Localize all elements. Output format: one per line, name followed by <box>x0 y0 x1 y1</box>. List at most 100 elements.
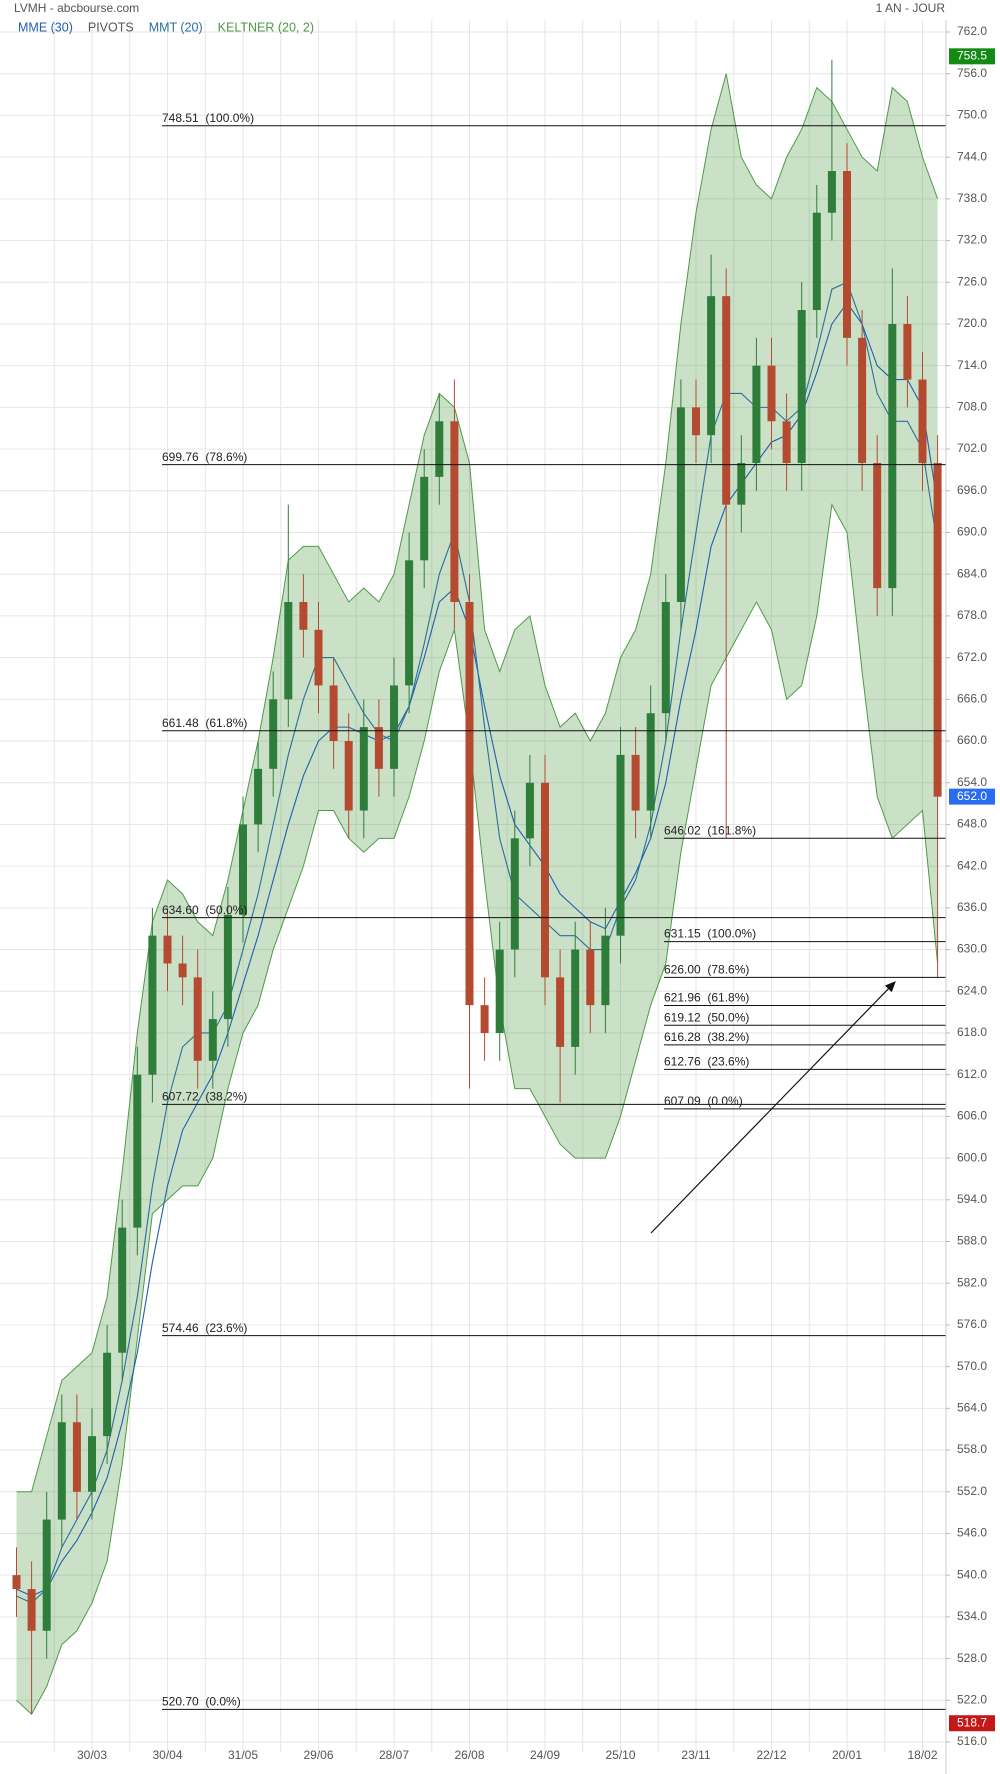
x-tick-label: 25/10 <box>605 1748 635 1762</box>
candle-body <box>42 1519 51 1631</box>
candle-body <box>933 462 942 797</box>
y-tick-label: 600.0 <box>957 1150 987 1164</box>
candle-body <box>450 421 459 602</box>
x-tick-label: 18/02 <box>907 1748 937 1762</box>
price-tag-label: 758.5 <box>957 49 987 63</box>
x-tick-label: 31/05 <box>228 1748 258 1762</box>
candle-body <box>480 1005 489 1033</box>
fib-label: 661.48 (61.8%) <box>162 716 247 730</box>
candle-body <box>631 754 640 811</box>
candle-body <box>420 476 429 561</box>
fib-label: 646.02 (161.8%) <box>664 823 756 837</box>
candle-body <box>254 768 263 825</box>
x-tick-label: 23/11 <box>681 1748 710 1762</box>
y-tick-label: 576.0 <box>957 1317 987 1331</box>
y-tick-label: 618.0 <box>957 1025 987 1039</box>
y-tick-label: 570.0 <box>957 1359 987 1373</box>
y-tick-label: 696.0 <box>957 483 987 497</box>
candle-body <box>586 949 595 1006</box>
y-tick-label: 684.0 <box>957 566 987 580</box>
candle-body <box>72 1422 81 1492</box>
candle-body <box>208 1019 217 1061</box>
candle-body <box>269 699 278 769</box>
candle-body <box>193 977 202 1061</box>
x-tick-label: 28/07 <box>379 1748 409 1762</box>
y-tick-label: 642.0 <box>957 858 987 872</box>
candle-body <box>148 935 157 1075</box>
fib-label: 607.09 (0.0%) <box>664 1094 743 1108</box>
y-tick-label: 648.0 <box>957 817 987 831</box>
fib-label: 607.72 (38.2%) <box>162 1090 247 1104</box>
y-tick-label: 552.0 <box>957 1484 987 1498</box>
fib-label: 619.12 (50.0%) <box>664 1010 749 1024</box>
candle-body <box>314 629 323 686</box>
legend-item: MME (30) <box>18 20 73 34</box>
annotation-arrow <box>650 981 896 1234</box>
chart-title: LVMH - abcbourse.com <box>14 1 139 15</box>
y-tick-label: 708.0 <box>957 400 987 414</box>
candle-body <box>692 407 700 436</box>
candle-body <box>27 1589 36 1631</box>
price-tag-label: 518.7 <box>957 1715 987 1729</box>
candle-body <box>722 296 731 505</box>
candle-body <box>767 365 776 422</box>
x-tick-label: 29/06 <box>303 1748 333 1762</box>
candle-body <box>903 323 912 380</box>
y-tick-label: 738.0 <box>957 191 987 205</box>
legend-item: MMT (20) <box>149 20 203 34</box>
candle-body <box>707 296 716 436</box>
fib-label: 616.28 (38.2%) <box>664 1030 749 1044</box>
y-tick-label: 534.0 <box>957 1609 987 1623</box>
candle-body <box>57 1422 66 1520</box>
y-tick-label: 756.0 <box>957 66 987 80</box>
candle-body <box>812 212 821 311</box>
keltner-upper <box>16 73 939 1493</box>
y-tick-label: 540.0 <box>957 1567 987 1581</box>
candle-body <box>782 421 791 463</box>
candle-body <box>299 602 308 630</box>
candle-body <box>843 171 851 338</box>
candle-body <box>676 407 685 602</box>
keltner-fill <box>16 73 938 1715</box>
y-tick-label: 636.0 <box>957 900 987 914</box>
candle-body <box>374 727 383 769</box>
candle-body <box>541 782 549 978</box>
candle-body <box>737 462 746 505</box>
candle-body <box>133 1074 142 1228</box>
ma-line <box>16 281 939 1604</box>
y-tick-label: 624.0 <box>957 983 987 997</box>
y-tick-label: 558.0 <box>957 1442 987 1456</box>
candle-body <box>284 602 293 700</box>
candle-body <box>918 379 927 463</box>
candle-body <box>873 462 882 589</box>
candle-body <box>405 560 414 686</box>
fib-label: 699.76 (78.6%) <box>162 450 247 464</box>
y-tick-label: 564.0 <box>957 1401 987 1415</box>
x-tick-label: 26/08 <box>454 1748 484 1762</box>
candle-body <box>556 977 565 1047</box>
candle-body <box>510 838 519 950</box>
candle-body <box>888 323 897 589</box>
candle-body <box>827 171 836 213</box>
x-tick-label: 20/01 <box>832 1748 862 1762</box>
candle-body <box>661 602 670 714</box>
legend-item: KELTNER (20, 2) <box>218 20 314 34</box>
candle-body <box>616 754 625 936</box>
candle-body <box>525 782 534 839</box>
price-tag <box>949 1715 995 1732</box>
y-tick-label: 516.0 <box>957 1734 987 1748</box>
y-tick-label: 744.0 <box>957 149 987 163</box>
y-tick-label: 660.0 <box>957 733 987 747</box>
y-tick-label: 678.0 <box>957 608 987 622</box>
y-tick-label: 588.0 <box>957 1234 987 1248</box>
y-tick-label: 546.0 <box>957 1526 987 1540</box>
y-tick-label: 726.0 <box>957 274 987 288</box>
candle-body <box>223 914 232 1020</box>
candle-body <box>646 713 655 811</box>
y-tick-label: 528.0 <box>957 1651 987 1665</box>
y-tick-label: 720.0 <box>957 316 987 330</box>
y-tick-label: 582.0 <box>957 1275 987 1289</box>
fib-label: 574.46 (23.6%) <box>162 1321 247 1335</box>
y-tick-label: 762.0 <box>957 24 987 38</box>
